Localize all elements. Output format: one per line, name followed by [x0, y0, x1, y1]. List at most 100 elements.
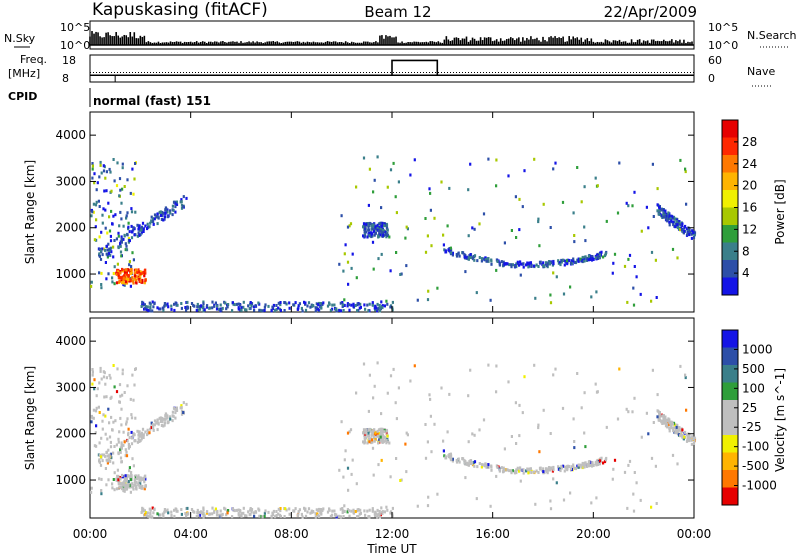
velocity-pixel [99, 455, 103, 459]
power-pixel [116, 268, 119, 272]
power-pixel [665, 217, 668, 221]
power-pixel [583, 185, 586, 189]
velocity-pixel [515, 468, 518, 472]
velocity-pixel [227, 509, 230, 512]
velocity-panel-frame [89, 317, 695, 519]
power-pixel [108, 249, 111, 253]
velocity-pixel [339, 507, 342, 511]
power-pixel [559, 263, 562, 267]
power-pixel [285, 302, 288, 306]
power-pixel [542, 202, 545, 206]
velocity-pixel [679, 429, 682, 433]
power-pixel [542, 261, 545, 265]
colorbar-segment [722, 137, 738, 156]
power-pixel [169, 211, 172, 215]
velocity-pixel [134, 368, 137, 371]
velocity-pixel [594, 382, 597, 386]
power-pixel [356, 309, 359, 313]
power-pixel [139, 276, 142, 280]
velocity-pixel [690, 442, 693, 446]
velocity-pixel [203, 514, 206, 518]
power-pixel [148, 225, 151, 229]
velocity-pixel [518, 469, 521, 473]
power-pixel [300, 306, 303, 310]
velocity-pixel [119, 448, 122, 452]
velocity-pixel [526, 469, 530, 473]
velocity-pixel [340, 420, 343, 424]
power-pixel [284, 301, 287, 305]
power-pixel [429, 208, 432, 212]
power-pixel [105, 244, 108, 248]
power-pixel [668, 220, 671, 224]
velocity-pixel [233, 509, 236, 513]
velocity-pixel [320, 508, 323, 511]
velocity-pixel [148, 431, 151, 435]
velocity-pixel [172, 406, 176, 410]
nave-step [391, 59, 439, 76]
power-pixel [213, 304, 216, 308]
velocity-pixel [605, 425, 608, 429]
velocity-pixel [180, 412, 184, 416]
velocity-pixel [455, 460, 459, 464]
velocity-pixel [141, 486, 144, 490]
power-pixel [127, 221, 130, 225]
power-pixel [122, 276, 125, 280]
power-pixel [367, 228, 371, 232]
velocity-pixel [118, 430, 121, 434]
power-pixel [381, 304, 384, 308]
power-pixel [462, 251, 465, 255]
power-pixel [99, 160, 102, 164]
velocity-pixel [153, 423, 156, 427]
power-pixel [303, 300, 306, 304]
power-pixel [562, 292, 566, 296]
velocity-pixel [113, 471, 116, 475]
power-pixel [176, 303, 179, 307]
velocity-pixel [100, 492, 103, 496]
power-pixel [143, 281, 146, 285]
nave-label: Nave [747, 65, 775, 78]
velocity-pixel [389, 511, 392, 515]
velocity-pixel [549, 507, 553, 511]
power-pixel [433, 216, 436, 220]
velocity-pixel [379, 433, 382, 437]
power-pixel [99, 163, 102, 167]
power-pixel [573, 240, 576, 244]
power-pixel [125, 244, 128, 248]
velocity-pixel [676, 431, 679, 435]
power-pixel [377, 235, 380, 239]
velocity-pixel [277, 507, 280, 511]
power-pixel [490, 259, 493, 263]
velocity-pixel [604, 458, 607, 462]
velocity-pixel [161, 420, 164, 424]
velocity-pixel [338, 468, 341, 472]
power-pixel [472, 255, 475, 258]
velocity-pixel [628, 459, 632, 463]
power-pixel [306, 304, 309, 308]
power-pixel [156, 212, 159, 216]
velocity-pixel [490, 468, 493, 472]
power-pixel [368, 167, 371, 171]
power-pixel [162, 308, 165, 312]
velocity-pixel [205, 511, 208, 515]
velocity-pixel [672, 426, 675, 430]
power-pixel [677, 227, 680, 231]
power-pixel [108, 229, 112, 233]
velocity-pixel [676, 429, 679, 433]
power-pixel [211, 306, 214, 310]
power-pixel [681, 222, 684, 226]
velocity-pixel [596, 461, 599, 465]
power-pixel [376, 309, 379, 313]
power-pixel [163, 302, 166, 305]
power-pixel [515, 236, 518, 239]
power-pixel [107, 201, 110, 205]
power-pixel [386, 233, 390, 237]
velocity-pixel [348, 509, 351, 513]
power-pixel [134, 280, 138, 284]
power-pixel [388, 235, 391, 239]
power-pixel [273, 309, 277, 313]
velocity-pixel [554, 367, 557, 371]
power-pixel [376, 223, 379, 227]
velocity-pixel [442, 439, 445, 443]
power-pixel [392, 161, 395, 165]
velocity-pixel [663, 417, 666, 421]
